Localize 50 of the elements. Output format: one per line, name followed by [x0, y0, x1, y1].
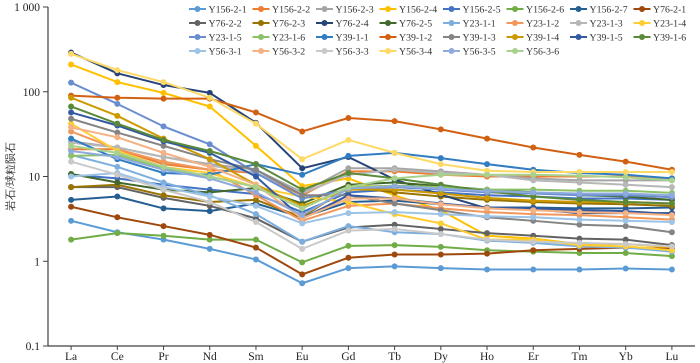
legend-label: Y56-3-3 [336, 46, 369, 58]
legend-label: Y39-1-4 [526, 32, 560, 44]
legend-label: Y156-2-2 [272, 4, 310, 16]
legend-label: Y156-2-3 [336, 4, 374, 16]
x-tick-label: Pr [158, 351, 169, 363]
x-tick-label: Yb [618, 351, 633, 363]
x-tick-label: Ho [480, 351, 494, 363]
x-tick-label: Eu [296, 351, 309, 363]
legend-label: Y156-2-5 [462, 4, 501, 16]
x-tick-label: Gd [341, 351, 356, 363]
x-tick-label: Er [528, 351, 539, 363]
legend-label: Y56-3-1 [208, 46, 242, 58]
legend-label: Y156-2-6 [526, 4, 564, 16]
legend-label: Y23-1-2 [526, 18, 560, 30]
legend-label: Y39-1-2 [399, 32, 432, 44]
legend-label: Y23-1-6 [272, 32, 306, 44]
legend-label: Y156-2-7 [590, 4, 628, 16]
x-tick-label: Sm [248, 351, 264, 363]
x-tick-label: Lu [666, 351, 679, 363]
x-tick-label: Nd [202, 351, 218, 363]
legend-label: Y76-2-2 [208, 18, 242, 30]
legend-label: Y23-1-5 [208, 32, 242, 44]
legend-label: Y56-3-5 [462, 46, 496, 58]
y-tick-label: 1 000 [14, 2, 40, 14]
legend-label: Y156-2-4 [399, 4, 438, 16]
y-tick-label: 1 [34, 256, 40, 268]
legend-label: Y23-1-4 [653, 18, 686, 30]
y-tick-label: 10 [28, 172, 40, 184]
y-tick-label: 0.1 [26, 341, 40, 353]
legend-label: Y39-1-1 [336, 32, 369, 44]
legend-label: Y23-1-3 [590, 18, 623, 30]
x-tick-label: Tb [388, 351, 402, 363]
legend-label: Y76-2-4 [336, 18, 369, 30]
legend-label: Y23-1-1 [462, 18, 496, 30]
x-tick-label: Tm [571, 351, 588, 363]
legend-label: Y156-2-1 [208, 4, 247, 16]
y-tick-label: 100 [22, 86, 40, 99]
legend-label: Y39-1-5 [590, 32, 623, 44]
legend-label: Y39-1-6 [653, 32, 686, 44]
legend-label: Y56-3-4 [399, 46, 432, 58]
x-tick-label: Dy [434, 351, 448, 363]
legend-label: Y76-2-3 [272, 18, 306, 30]
legend-label: Y39-1-3 [462, 32, 496, 44]
x-tick-label: Ce [110, 351, 124, 363]
x-tick-label: La [65, 351, 78, 363]
y-axis-title: 岩石/球粒陨石 [4, 142, 17, 212]
legend-label: Y76-2-5 [399, 18, 432, 30]
legend-label: Y56-3-2 [272, 46, 306, 58]
legend-label: Y56-3-6 [526, 46, 560, 58]
legend-label: Y76-2-1 [653, 4, 686, 16]
